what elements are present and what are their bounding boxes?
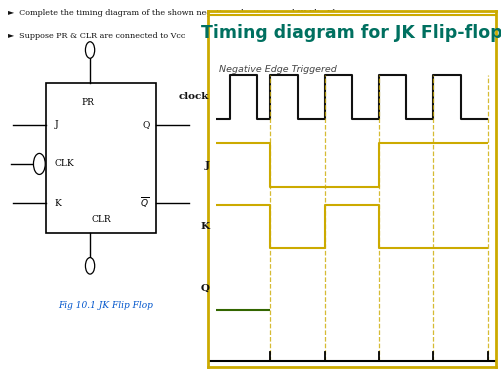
Text: K: K [55,199,62,208]
Text: PR: PR [82,98,94,107]
Text: Timing diagram for JK Flip-flop: Timing diagram for JK Flip-flop [201,24,501,42]
Text: Q: Q [200,284,209,293]
Bar [46,83,156,233]
Text: Negative Edge Triggered: Negative Edge Triggered [219,65,337,74]
Text: Q: Q [142,120,149,129]
Text: $\overline{Q}$: $\overline{Q}$ [140,196,149,211]
Circle shape [86,42,95,58]
Text: Fig 10.1 JK Flip Flop: Fig 10.1 JK Flip Flop [58,301,153,310]
Text: K: K [200,222,209,231]
Text: ►  Complete the timing diagram of the shown negative edge triggered JK Flip Flop: ► Complete the timing diagram of the sho… [9,9,348,17]
Text: ►  Suppose PR & CLR are connected to Vcc: ► Suppose PR & CLR are connected to Vcc [9,32,186,40]
Text: CLK: CLK [55,159,75,168]
Text: CLR: CLR [91,215,111,224]
Text: J: J [55,120,59,129]
Text: J: J [204,161,209,170]
Text: clock: clock [179,92,209,101]
Circle shape [34,153,45,174]
Circle shape [86,258,95,274]
